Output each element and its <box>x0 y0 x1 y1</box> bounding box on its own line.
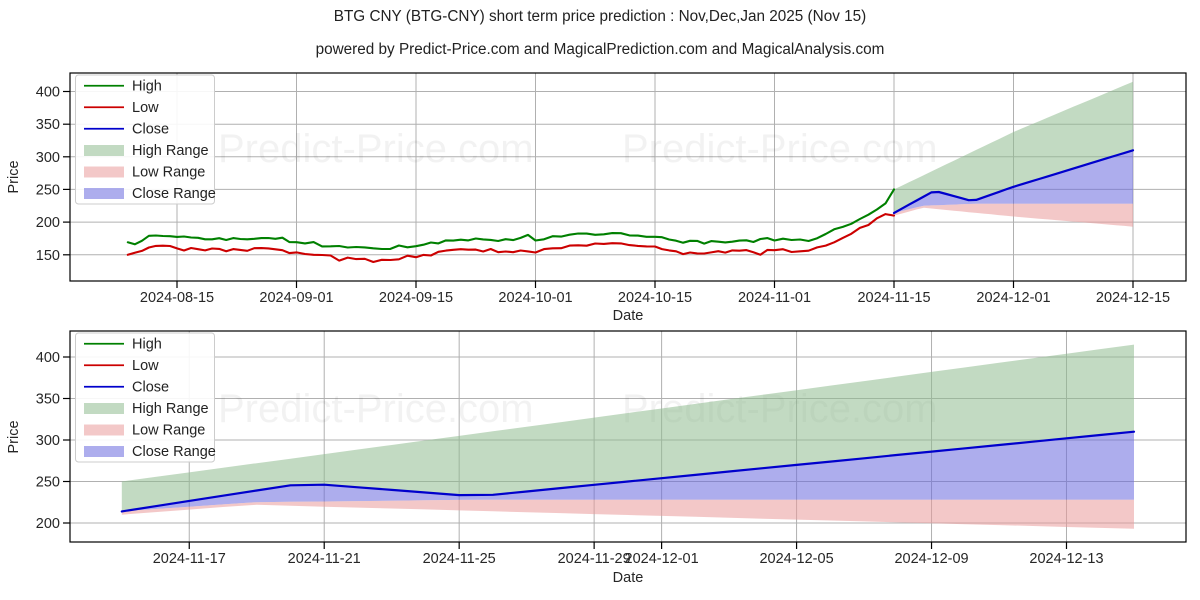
svg-text:High Range: High Range <box>132 401 209 417</box>
svg-text:300: 300 <box>36 433 60 449</box>
svg-text:2024-12-05: 2024-12-05 <box>759 551 833 567</box>
svg-text:400: 400 <box>36 85 60 101</box>
svg-text:High: High <box>132 337 162 353</box>
svg-text:High Range: High Range <box>132 143 209 159</box>
svg-text:350: 350 <box>36 117 60 133</box>
svg-text:300: 300 <box>36 150 60 166</box>
svg-text:250: 250 <box>36 475 60 491</box>
svg-text:2024-10-15: 2024-10-15 <box>618 290 692 306</box>
svg-text:Price: Price <box>6 160 22 193</box>
svg-text:Predict-Price.com: Predict-Price.com <box>218 127 534 171</box>
svg-text:Low Range: Low Range <box>132 165 205 181</box>
svg-text:2024-11-25: 2024-11-25 <box>423 551 496 567</box>
svg-text:250: 250 <box>36 182 60 198</box>
svg-text:400: 400 <box>36 350 60 366</box>
svg-text:Close Range: Close Range <box>132 186 216 202</box>
svg-text:Low Range: Low Range <box>132 423 205 439</box>
svg-text:Price: Price <box>6 420 22 453</box>
svg-text:2024-12-13: 2024-12-13 <box>1029 551 1103 567</box>
svg-text:Date: Date <box>613 308 644 324</box>
svg-text:2024-08-15: 2024-08-15 <box>140 290 214 306</box>
svg-text:Close: Close <box>132 380 169 396</box>
svg-text:2024-11-01: 2024-11-01 <box>738 290 811 306</box>
svg-text:Close Range: Close Range <box>132 444 216 460</box>
svg-text:2024-11-21: 2024-11-21 <box>288 551 361 567</box>
svg-text:2024-09-15: 2024-09-15 <box>379 290 453 306</box>
svg-text:200: 200 <box>36 215 60 231</box>
svg-text:200: 200 <box>36 516 60 532</box>
svg-text:2024-09-01: 2024-09-01 <box>259 290 333 306</box>
svg-text:Low: Low <box>132 358 159 374</box>
svg-text:2024-12-15: 2024-12-15 <box>1096 290 1170 306</box>
svg-text:2024-12-09: 2024-12-09 <box>894 551 968 567</box>
svg-text:350: 350 <box>36 392 60 408</box>
svg-text:Date: Date <box>613 570 644 586</box>
svg-text:2024-11-17: 2024-11-17 <box>153 551 226 567</box>
svg-text:2024-12-01: 2024-12-01 <box>976 290 1050 306</box>
svg-text:2024-11-15: 2024-11-15 <box>857 290 930 306</box>
svg-text:Predict-Price.com: Predict-Price.com <box>218 387 534 431</box>
svg-text:2024-12-01: 2024-12-01 <box>625 551 699 567</box>
svg-text:High: High <box>132 79 162 95</box>
svg-text:Close: Close <box>132 122 169 138</box>
svg-text:2024-11-29: 2024-11-29 <box>558 551 631 567</box>
svg-text:2024-10-01: 2024-10-01 <box>498 290 572 306</box>
svg-text:150: 150 <box>36 248 60 264</box>
svg-text:Low: Low <box>132 100 159 116</box>
svg-text:Predict-Price.com: Predict-Price.com <box>622 127 938 171</box>
